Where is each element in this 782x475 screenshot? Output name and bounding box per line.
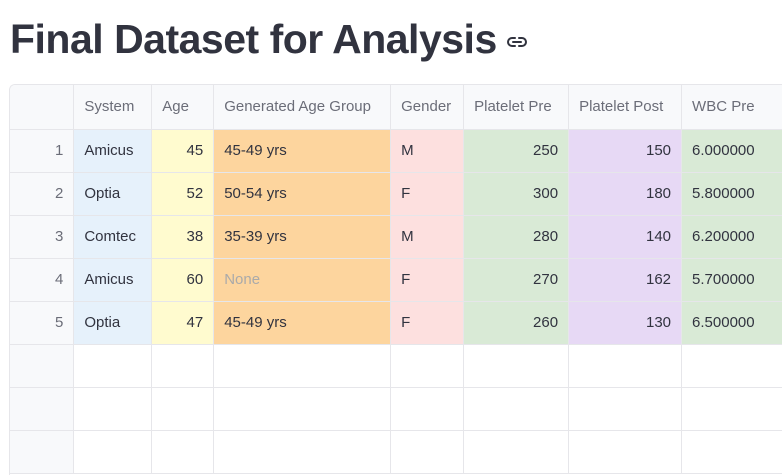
cell-age[interactable]: 38	[151, 215, 215, 259]
row-index: 2	[10, 172, 75, 216]
row-index: 3	[10, 215, 75, 259]
empty-row	[10, 387, 782, 431]
column-header-gender[interactable]: Gender	[390, 85, 465, 130]
cell-platelet-post[interactable]: 130	[568, 301, 683, 345]
empty-cell	[390, 387, 465, 431]
cell-platelet-post[interactable]: 150	[568, 129, 683, 173]
cell-platelet-pre[interactable]: 300	[463, 172, 570, 216]
empty-cell	[73, 344, 153, 388]
empty-cell	[151, 430, 215, 474]
empty-cell	[73, 387, 153, 431]
cell-wbc-pre[interactable]: 6.000000	[681, 129, 782, 173]
row-index: 1	[10, 129, 75, 173]
cell-platelet-pre[interactable]: 270	[463, 258, 570, 302]
cell-platelet-post[interactable]: 180	[568, 172, 683, 216]
table-row: 5 Optia 47 45-49 yrs F 260 130 6.500000	[10, 301, 782, 345]
cell-age-group[interactable]: 45-49 yrs	[213, 301, 392, 345]
cell-age-group[interactable]: 45-49 yrs	[213, 129, 392, 173]
cell-gender[interactable]: F	[390, 172, 465, 216]
row-index: 5	[10, 301, 75, 345]
empty-cell	[463, 430, 570, 474]
empty-cell	[463, 344, 570, 388]
header-row: System Age Generated Age Group Gender Pl…	[10, 85, 782, 130]
cell-platelet-pre[interactable]: 250	[463, 129, 570, 173]
column-header-wbc-pre[interactable]: WBC Pre	[681, 85, 782, 130]
cell-system[interactable]: Optia	[73, 301, 153, 345]
column-header-index	[10, 85, 75, 130]
cell-platelet-post[interactable]: 140	[568, 215, 683, 259]
column-header-platelet-pre[interactable]: Platelet Pre	[463, 85, 570, 130]
cell-wbc-pre[interactable]: 6.500000	[681, 301, 782, 345]
cell-age[interactable]: 52	[151, 172, 215, 216]
column-header-platelet-post[interactable]: Platelet Post	[568, 85, 683, 130]
empty-cell	[151, 344, 215, 388]
empty-cell	[73, 430, 153, 474]
cell-age[interactable]: 47	[151, 301, 215, 345]
cell-platelet-pre[interactable]: 260	[463, 301, 570, 345]
empty-cell	[681, 387, 782, 431]
cell-age-group[interactable]: 35-39 yrs	[213, 215, 392, 259]
cell-system[interactable]: Amicus	[73, 129, 153, 173]
table-row: 4 Amicus 60 None F 270 162 5.700000	[10, 258, 782, 302]
empty-row	[10, 344, 782, 388]
empty-cell	[10, 344, 75, 388]
cell-age[interactable]: 60	[151, 258, 215, 302]
empty-cell	[213, 344, 392, 388]
data-table: System Age Generated Age Group Gender Pl…	[10, 85, 782, 474]
cell-system[interactable]: Optia	[73, 172, 153, 216]
cell-gender[interactable]: F	[390, 301, 465, 345]
table-row: 1 Amicus 45 45-49 yrs M 250 150 6.000000	[10, 129, 782, 173]
cell-wbc-pre[interactable]: 5.700000	[681, 258, 782, 302]
empty-cell	[151, 387, 215, 431]
cell-age-group[interactable]: 50-54 yrs	[213, 172, 392, 216]
empty-cell	[568, 430, 683, 474]
empty-cell	[681, 344, 782, 388]
column-header-age-group[interactable]: Generated Age Group	[213, 85, 392, 130]
empty-cell	[463, 387, 570, 431]
cell-platelet-post[interactable]: 162	[568, 258, 683, 302]
empty-cell	[390, 430, 465, 474]
dataframe[interactable]: System Age Generated Age Group Gender Pl…	[9, 84, 782, 475]
title-row: Final Dataset for Analysis	[10, 10, 528, 68]
table-row: 2 Optia 52 50-54 yrs F 300 180 5.800000	[10, 172, 782, 216]
row-index: 4	[10, 258, 75, 302]
cell-age-group[interactable]: None	[213, 258, 392, 302]
empty-cell	[568, 387, 683, 431]
empty-cell	[213, 430, 392, 474]
empty-cell	[10, 387, 75, 431]
cell-wbc-pre[interactable]: 5.800000	[681, 172, 782, 216]
cell-gender[interactable]: F	[390, 258, 465, 302]
cell-age[interactable]: 45	[151, 129, 215, 173]
column-header-age[interactable]: Age	[151, 85, 215, 130]
page-title: Final Dataset for Analysis	[10, 16, 497, 62]
link-icon[interactable]	[506, 35, 528, 49]
cell-platelet-pre[interactable]: 280	[463, 215, 570, 259]
cell-wbc-pre[interactable]: 6.200000	[681, 215, 782, 259]
table-row: 3 Comtec 38 35-39 yrs M 280 140 6.200000	[10, 215, 782, 259]
empty-cell	[390, 344, 465, 388]
empty-row	[10, 430, 782, 474]
empty-cell	[568, 344, 683, 388]
empty-cell	[10, 430, 75, 474]
cell-gender[interactable]: M	[390, 129, 465, 173]
empty-cell	[681, 430, 782, 474]
column-header-system[interactable]: System	[73, 85, 153, 130]
cell-system[interactable]: Amicus	[73, 258, 153, 302]
cell-gender[interactable]: M	[390, 215, 465, 259]
cell-system[interactable]: Comtec	[73, 215, 153, 259]
empty-cell	[213, 387, 392, 431]
